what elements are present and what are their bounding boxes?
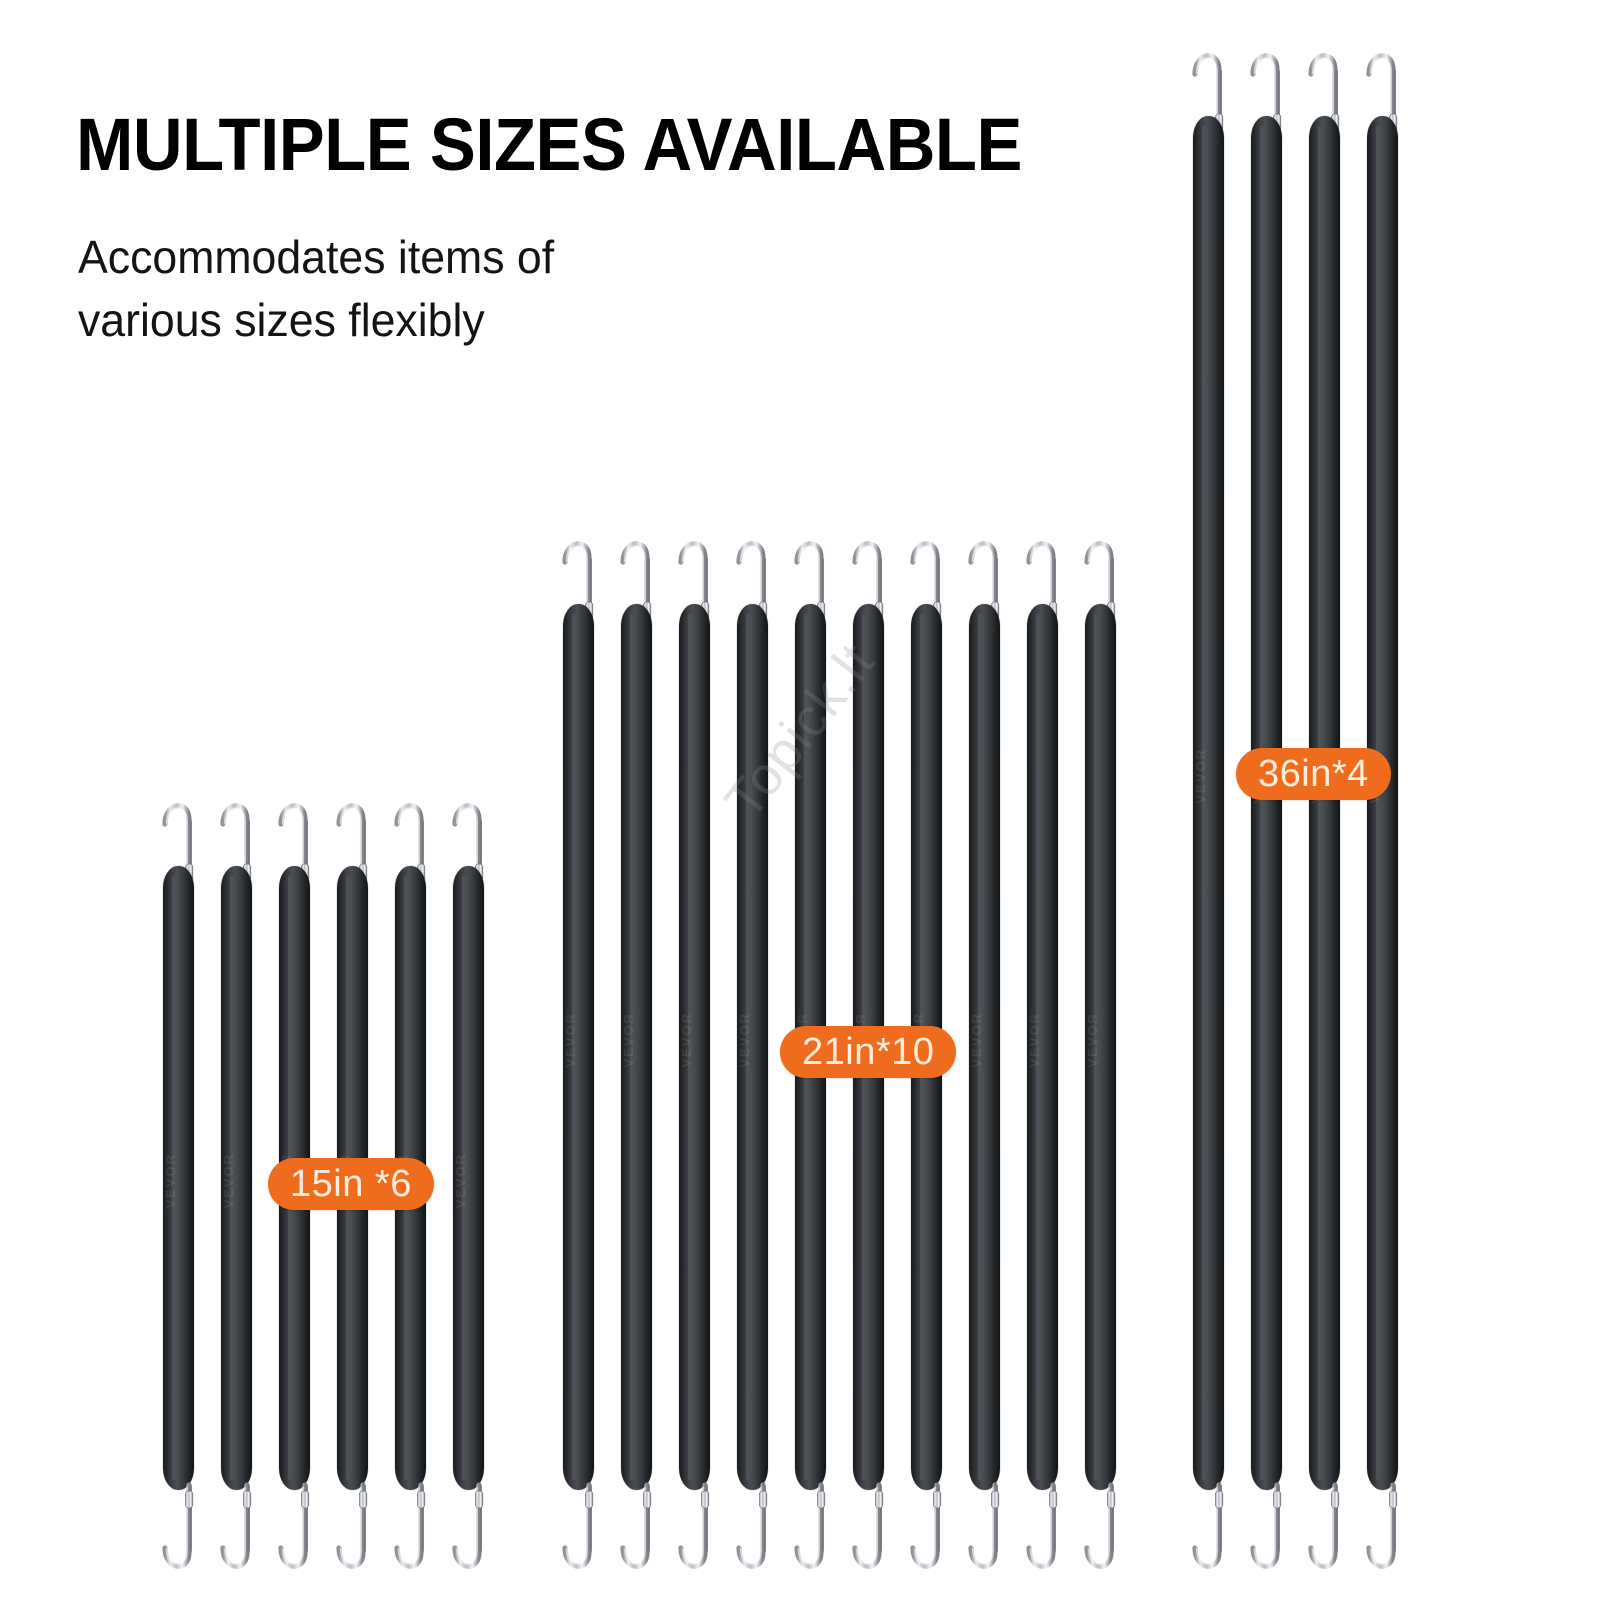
hook-icon (716, 1482, 790, 1587)
brand-emboss-label: VEVOR (621, 1012, 636, 1068)
hook-icon (658, 1482, 732, 1587)
size-badge-36in: 36in*4 (1236, 748, 1391, 800)
cord-body: VEVOR (969, 604, 1000, 1490)
hook-icon (1006, 1482, 1080, 1587)
brand-emboss-label: VEVOR (563, 1012, 578, 1068)
cord-body: VEVOR (1085, 604, 1116, 1490)
brand-emboss-label: VEVOR (1193, 748, 1208, 804)
hook-icon (1172, 1482, 1246, 1587)
hook-icon (600, 1482, 674, 1587)
cord-body: VEVOR (621, 604, 652, 1490)
size-badge-15in: 15in *6 (268, 1158, 434, 1210)
brand-emboss-label: VEVOR (969, 1012, 984, 1068)
cord-body: VEVOR (1367, 116, 1398, 1490)
hook-icon (316, 1482, 390, 1587)
brand-emboss-label: VEVOR (163, 1153, 178, 1209)
page-subtitle: Accommodates items of various sizes flex… (78, 231, 555, 346)
hook-icon (142, 1482, 216, 1587)
hook-icon (1288, 1482, 1362, 1587)
hook-icon (1230, 1482, 1304, 1587)
cord-body: VEVOR (1309, 116, 1340, 1490)
cord-body: VEVOR (163, 866, 194, 1490)
hook-icon (890, 1482, 964, 1587)
cord-body: VEVOR (737, 604, 768, 1490)
cord-body: VEVOR (679, 604, 710, 1490)
cord-body: VEVOR (563, 604, 594, 1490)
hook-icon (258, 1482, 332, 1587)
hook-icon (432, 1482, 506, 1587)
cord-body: VEVOR (1027, 604, 1058, 1490)
brand-emboss-label: VEVOR (679, 1012, 694, 1068)
brand-emboss-label: VEVOR (221, 1153, 236, 1209)
hook-icon (1346, 1482, 1420, 1587)
hook-icon (948, 1482, 1022, 1587)
hook-icon (1064, 1482, 1138, 1587)
hook-icon (832, 1482, 906, 1587)
hook-icon (542, 1482, 616, 1587)
cord-body: VEVOR (221, 866, 252, 1490)
cord-body: VEVOR (1251, 116, 1282, 1490)
brand-emboss-label: VEVOR (1027, 1012, 1042, 1068)
cord-body: VEVOR (1193, 116, 1224, 1490)
brand-emboss-label: VEVOR (1085, 1012, 1100, 1068)
hook-icon (374, 1482, 448, 1587)
brand-emboss-label: VEVOR (453, 1153, 468, 1209)
cord-body: VEVOR (453, 866, 484, 1490)
hook-icon (200, 1482, 274, 1587)
size-badge-21in: 21in*10 (780, 1026, 957, 1078)
hook-icon (774, 1482, 848, 1587)
brand-emboss-label: VEVOR (737, 1012, 752, 1068)
page-title: MULTIPLE SIZES AVAILABLE (76, 103, 1022, 186)
